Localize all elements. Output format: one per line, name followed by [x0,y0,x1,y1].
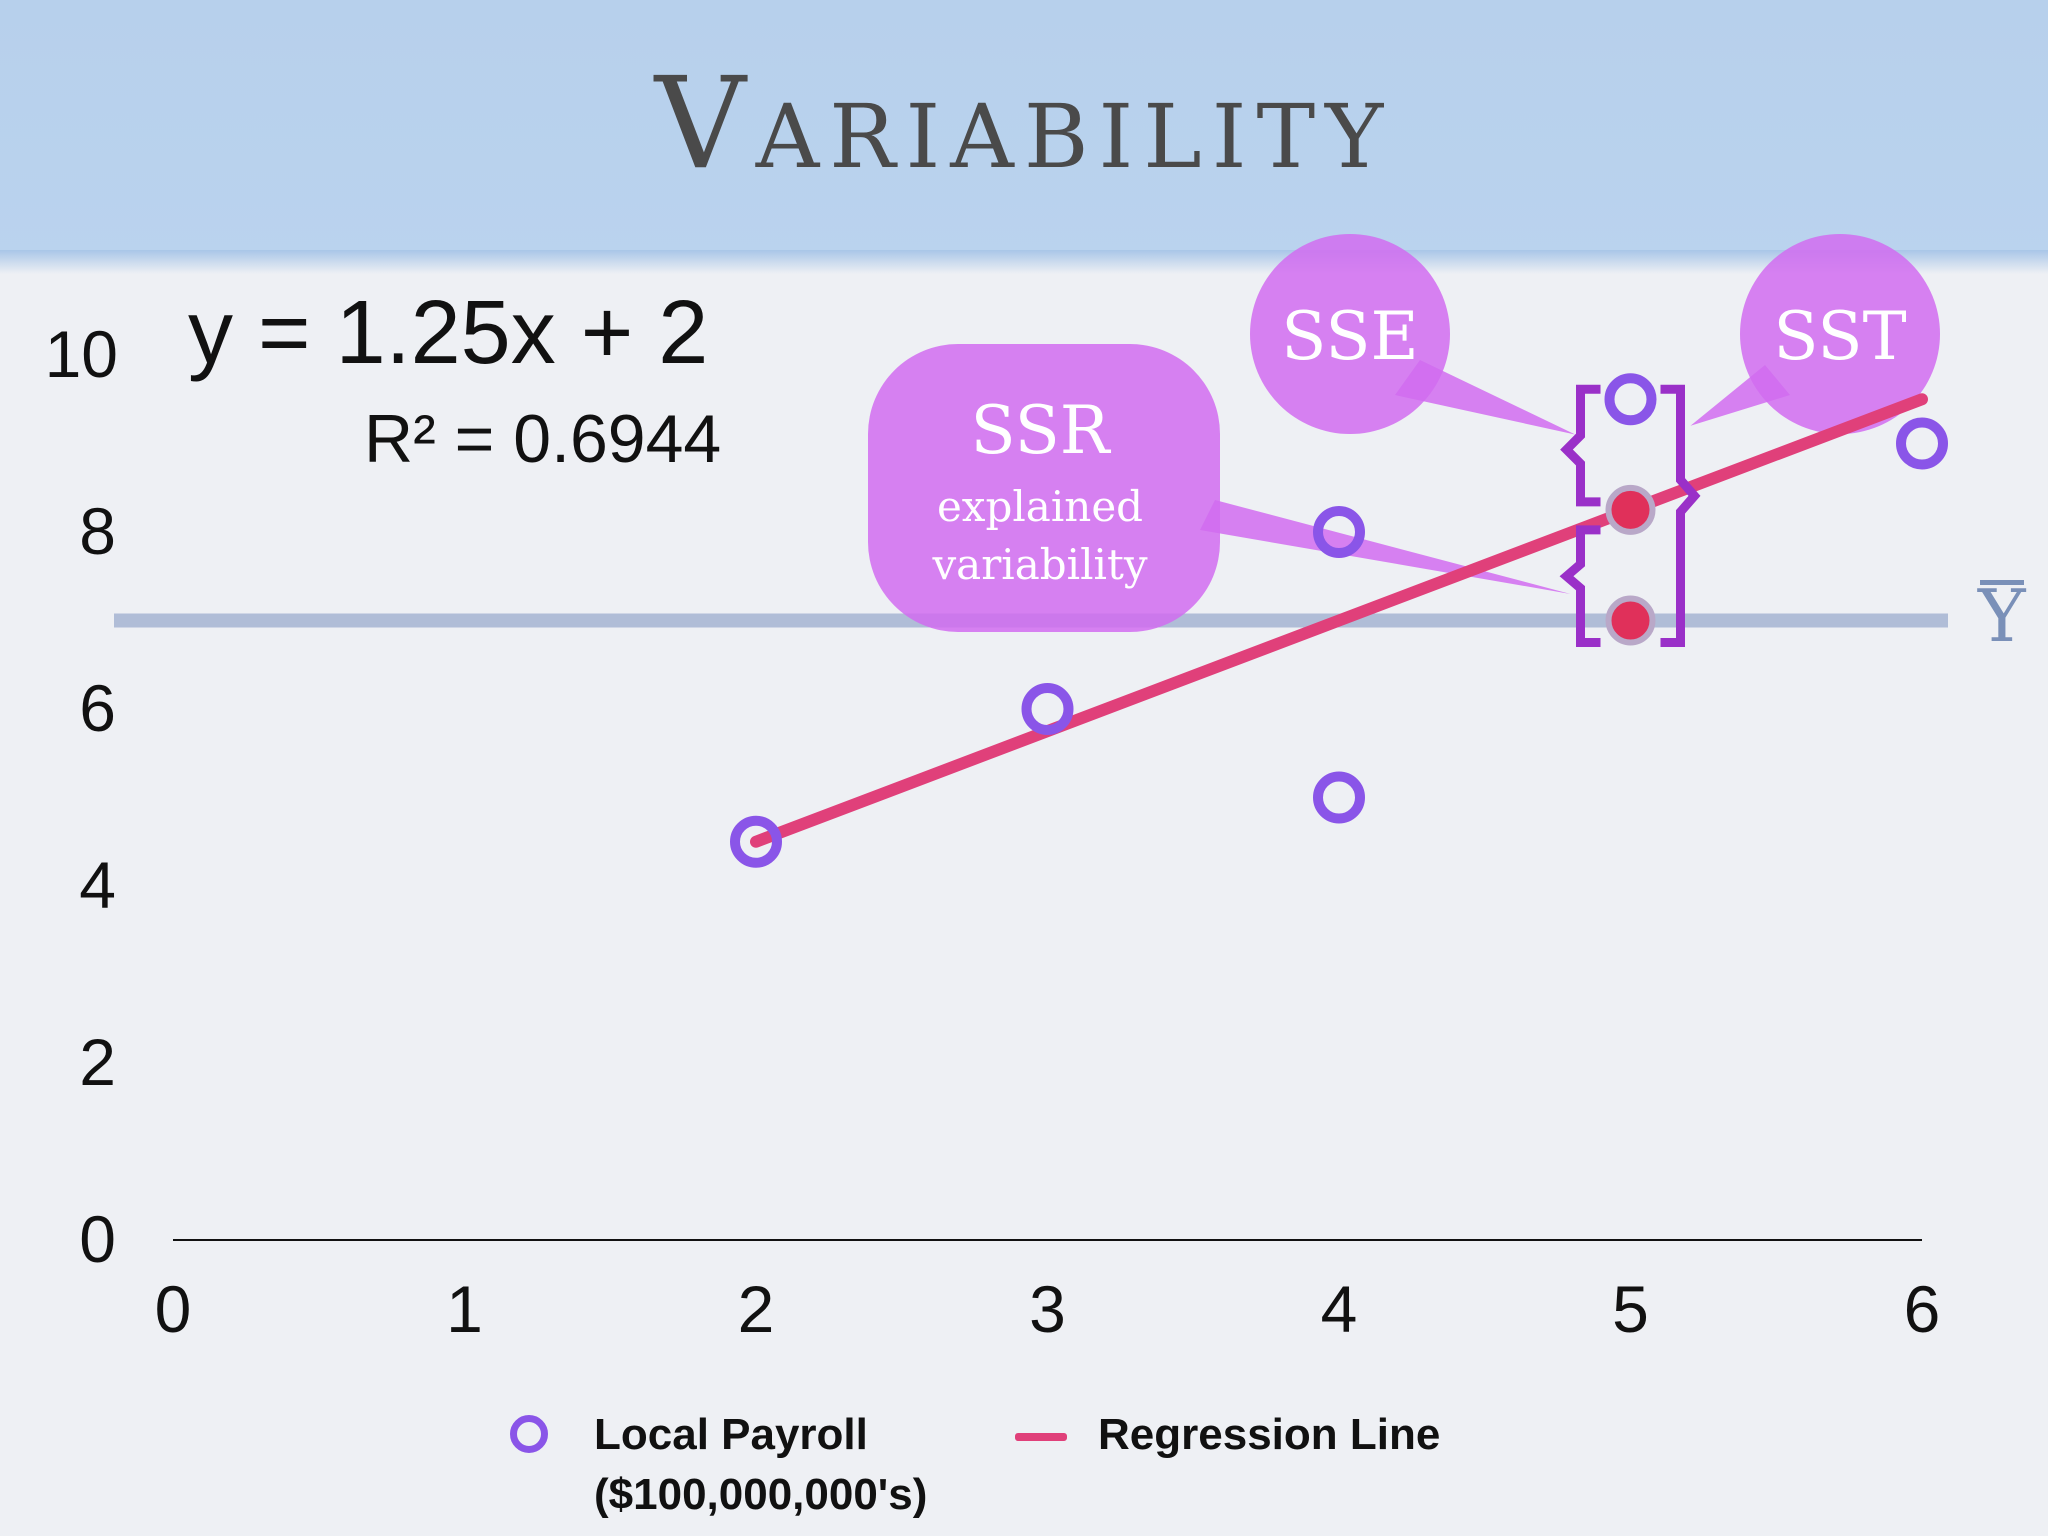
data-point [1604,373,1657,426]
legend-points-label-line1: Local Payroll [594,1410,868,1459]
x-tick-label: 4 [1321,1272,1358,1346]
ssr-callout-bubble [868,344,1220,632]
ssr-sub1: explained [936,482,1144,531]
x-tick-label: 6 [1904,1272,1941,1346]
mean-y-label: Y [1978,574,2026,658]
legend-points-label-line2: ($100,000,000's) [594,1470,928,1519]
sse-callout-bubble [1250,234,1450,434]
y-tick-label: 4 [79,848,116,922]
legend-points-label: Local Payroll ($100,000,000's) [594,1405,927,1525]
data-point [1896,417,1948,470]
data-point [1313,771,1365,824]
y-tick-label: 0 [79,1202,116,1276]
regression-line [750,393,1928,848]
sst-label: SST [1773,298,1907,375]
page-title: Variability [654,50,1394,197]
data-point [1313,506,1365,558]
x-tick-label: 1 [446,1272,483,1346]
title-banner [0,0,2048,268]
sse-label: SSE [1281,298,1419,375]
fitted-point [1605,484,1656,535]
x-tick-label: 3 [1029,1272,1066,1346]
data-point [730,815,782,868]
sst-callout-bubble [1740,234,1940,434]
mean-bar-overline [1980,580,2024,585]
ssr-bracket [1559,525,1601,647]
x-tick-label: 0 [155,1272,192,1346]
sse-bracket [1560,384,1601,507]
legend-line-label: Regression Line [1098,1410,1441,1459]
x-tick-label: 5 [1612,1272,1649,1346]
ssr-callout-pointer [1200,500,1571,594]
data-point [1021,683,1074,735]
sst-bracket [1660,384,1701,647]
sse-callout-pointer [1395,360,1576,435]
y-tick-label: 10 [45,317,118,391]
ssr-sub2: variability [932,540,1148,589]
mean-point [1605,595,1656,646]
y-tick-label: 2 [79,1025,116,1099]
r-squared: R² = 0.6944 [364,401,722,477]
y-tick-label: 6 [79,671,116,745]
banner-edge [0,250,2048,274]
y-tick-label: 8 [79,494,116,568]
regression-equation: y = 1.25x + 2 [188,283,709,383]
x-tick-label: 2 [738,1272,775,1346]
legend-point-marker [510,1415,548,1453]
legend-line-marker [1015,1433,1067,1441]
ssr-label: SSR [970,392,1110,469]
